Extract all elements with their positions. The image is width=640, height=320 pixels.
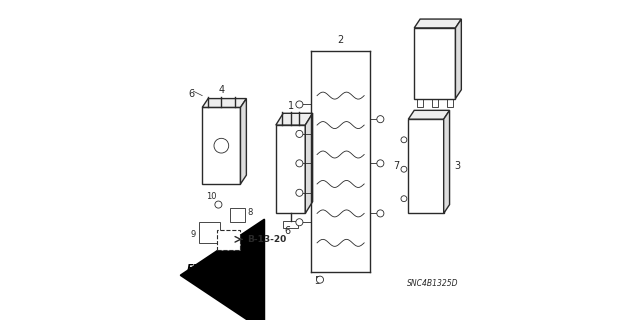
Text: 3: 3: [454, 161, 460, 171]
Circle shape: [316, 276, 324, 283]
Circle shape: [296, 101, 303, 108]
Text: 7: 7: [394, 161, 400, 171]
Text: 10: 10: [206, 192, 216, 201]
Circle shape: [401, 137, 407, 143]
Polygon shape: [417, 52, 435, 87]
Text: 6: 6: [285, 226, 291, 236]
Circle shape: [377, 210, 384, 217]
Text: 5: 5: [314, 276, 320, 286]
Circle shape: [296, 219, 303, 226]
Polygon shape: [408, 119, 444, 213]
Polygon shape: [444, 110, 449, 213]
Polygon shape: [456, 19, 461, 99]
Text: 9: 9: [191, 230, 196, 239]
Circle shape: [215, 201, 222, 208]
Text: FR.: FR.: [187, 264, 205, 274]
Circle shape: [296, 160, 303, 167]
Circle shape: [401, 166, 407, 172]
Polygon shape: [202, 99, 246, 108]
Text: 6: 6: [189, 89, 195, 99]
Polygon shape: [276, 125, 305, 213]
Polygon shape: [432, 99, 438, 108]
Text: 1: 1: [287, 101, 294, 111]
Polygon shape: [276, 113, 312, 125]
Circle shape: [377, 116, 384, 123]
Polygon shape: [305, 113, 312, 213]
Polygon shape: [283, 221, 298, 228]
Polygon shape: [230, 207, 245, 222]
FancyBboxPatch shape: [217, 230, 241, 250]
Polygon shape: [417, 99, 423, 108]
Polygon shape: [408, 110, 449, 119]
Polygon shape: [199, 222, 220, 243]
Polygon shape: [241, 99, 246, 184]
Polygon shape: [447, 99, 452, 108]
Text: 4: 4: [218, 85, 225, 95]
Circle shape: [401, 196, 407, 202]
Polygon shape: [279, 157, 289, 178]
Polygon shape: [414, 19, 461, 28]
Circle shape: [377, 160, 384, 167]
Text: 2: 2: [337, 35, 344, 44]
Text: SNC4B1325D: SNC4B1325D: [407, 279, 458, 289]
Circle shape: [214, 138, 228, 153]
Polygon shape: [279, 182, 289, 202]
Polygon shape: [202, 108, 241, 184]
Circle shape: [296, 189, 303, 196]
Text: B-13-20: B-13-20: [247, 235, 286, 244]
Polygon shape: [414, 28, 456, 99]
Circle shape: [296, 130, 303, 137]
Polygon shape: [438, 54, 447, 75]
Text: 8: 8: [248, 208, 253, 217]
